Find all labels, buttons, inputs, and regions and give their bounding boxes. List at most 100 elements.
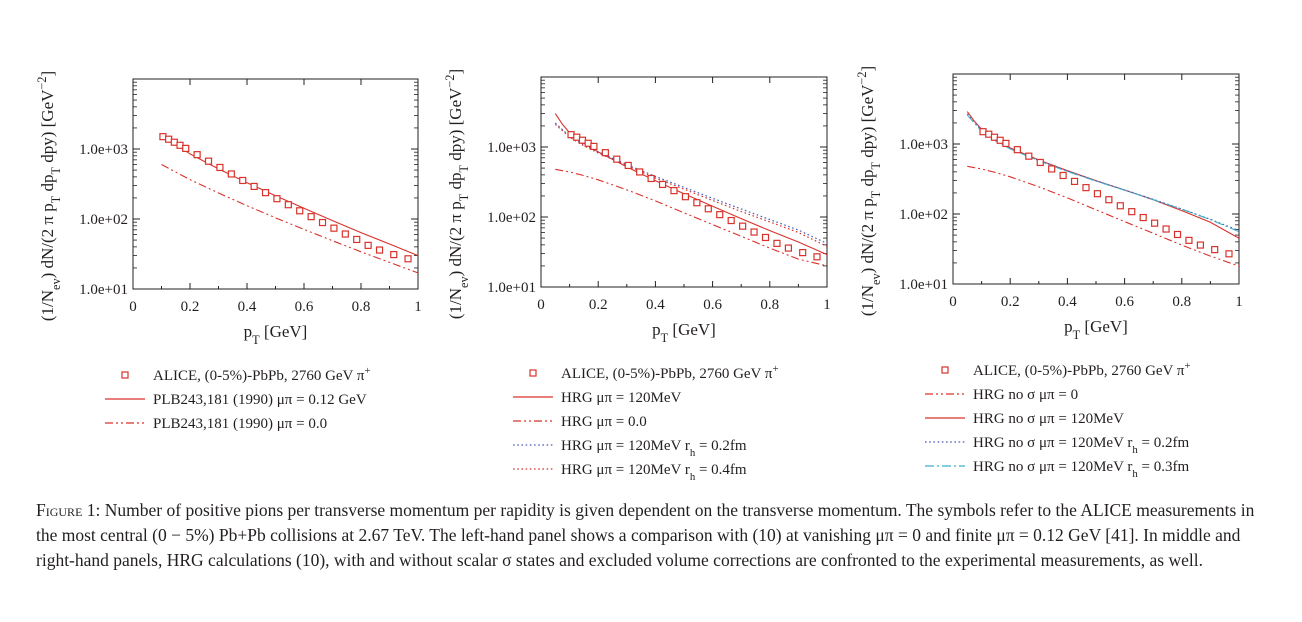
data-marker: [318, 218, 327, 227]
data-marker: [1225, 250, 1233, 258]
data-marker: [761, 233, 770, 242]
data-marker: [227, 170, 235, 178]
data-marker: [647, 174, 655, 183]
y-axis-label: (1/Nev) dN/(2 π pT dpT dpy) [GeV−2]: [443, 69, 471, 319]
data-marker: [1185, 236, 1193, 244]
data-marker: [341, 230, 349, 238]
legend-marker: [529, 369, 537, 377]
data-marker: [375, 246, 384, 254]
x-tick-label: 0: [129, 299, 137, 315]
y-tick-label: 1.0e+03: [899, 137, 948, 153]
legend-label: HRG μπ = 120MeV: [561, 390, 681, 406]
data-marker: [250, 182, 258, 191]
x-tick-label: 0.4: [1058, 294, 1077, 310]
series-line-5: [554, 123, 827, 247]
series-line-4: [554, 122, 827, 244]
data-marker: [996, 136, 1004, 144]
data-marker: [813, 253, 821, 261]
plot-frame: [952, 73, 1240, 285]
x-axis-label: pT [GeV]: [1064, 317, 1128, 342]
data-marker: [681, 193, 690, 201]
data-marker: [307, 213, 315, 221]
legend-marker: [941, 366, 949, 374]
caption-text: Number of positive pions per transverse …: [36, 500, 1255, 570]
data-marker: [636, 168, 644, 176]
x-tick-label: 1: [1235, 294, 1243, 310]
x-tick-label: 0.8: [760, 297, 779, 313]
x-axis-label: pT [GeV]: [652, 320, 716, 345]
data-marker: [1128, 208, 1136, 216]
y-tick-label: 1.0e+03: [487, 140, 536, 156]
data-marker: [1013, 146, 1021, 154]
legend-label: PLB243,181 (1990) μπ = 0.0: [153, 416, 327, 432]
y-tick-label: 1.0e+02: [79, 212, 128, 228]
data-marker: [578, 136, 587, 144]
data-marker: [567, 131, 575, 139]
data-marker: [193, 151, 201, 159]
x-tick-label: 0.6: [703, 297, 722, 313]
data-marker: [1070, 177, 1079, 186]
x-tick-label: 0.2: [1001, 294, 1020, 310]
x-tick-label: 0: [949, 294, 957, 310]
data-marker: [670, 187, 678, 195]
y-tick-label: 1.0e+01: [899, 277, 948, 293]
data-marker: [1196, 241, 1204, 249]
data-marker: [1002, 139, 1010, 147]
x-tick-label: 0.8: [1172, 294, 1191, 310]
data-marker: [176, 141, 184, 149]
data-marker: [784, 244, 792, 252]
legend-label: ALICE, (0-5%)-PbPb, 2760 GeV π+: [973, 360, 1191, 379]
legend-label: ALICE, (0-5%)-PbPb, 2760 GeV π+: [561, 363, 779, 382]
caption-lead: Figure 1:: [36, 500, 101, 520]
data-marker: [182, 144, 190, 152]
y-axis-label: (1/Nev) dN/(2 π pT dpT dpy) [GeV−2]: [35, 71, 63, 321]
data-marker: [296, 207, 304, 215]
legend-label: HRG no σ μπ = 0: [973, 387, 1078, 403]
x-tick-label: 0.6: [1115, 294, 1134, 310]
x-tick-label: 0.4: [646, 297, 665, 313]
data-marker: [1151, 219, 1159, 227]
legend-label: HRG μπ = 120MeV rh = 0.4fm: [561, 462, 747, 483]
data-marker: [1082, 184, 1090, 192]
data-marker: [573, 133, 581, 141]
data-marker: [273, 195, 281, 203]
legend-marker: [121, 371, 129, 379]
y-tick-label: 1.0e+01: [487, 280, 536, 296]
chart-panel-1: 0 0.2 0.4 0.6 0.8 1 1.0e+01 1.0e+02 1.0e+03 pT [G…: [35, 71, 422, 432]
data-marker: [330, 224, 338, 232]
chart-panel-2: 0 0.2 0.4 0.6 0.8 1 1.0e+01 1.0e+02 1.0e+03 pT [G…: [443, 69, 831, 483]
data-marker: [739, 222, 747, 230]
x-tick-label: 1: [414, 299, 422, 315]
series-line-5: [966, 114, 1239, 233]
x-tick-label: 0.8: [352, 299, 371, 315]
data-marker: [1116, 202, 1124, 210]
data-marker: [1048, 165, 1056, 173]
data-marker: [704, 205, 712, 213]
data-marker: [624, 161, 632, 170]
data-marker: [750, 228, 758, 236]
data-marker: [239, 176, 247, 185]
data-marker: [1139, 213, 1147, 222]
series-line-2: [554, 113, 827, 256]
data-marker: [716, 211, 724, 219]
legend-label: HRG no σ μπ = 120MeV rh = 0.3fm: [973, 459, 1190, 480]
data-marker: [658, 180, 667, 189]
x-axis-label: pT [GeV]: [244, 322, 308, 347]
legend-label: HRG μπ = 120MeV rh = 0.2fm: [561, 438, 747, 459]
data-marker: [284, 201, 292, 209]
data-marker: [353, 235, 361, 244]
legend-label: ALICE, (0-5%)-PbPb, 2760 GeV π+: [153, 365, 371, 384]
x-tick-label: 1: [823, 297, 831, 313]
legend-label: HRG no σ μπ = 120MeV: [973, 411, 1124, 427]
data-marker: [590, 142, 598, 150]
series-line-3: [555, 168, 827, 267]
data-marker: [1105, 196, 1113, 204]
series-line-4: [966, 113, 1239, 232]
series-line-2: [967, 165, 1239, 267]
data-marker: [1173, 230, 1182, 239]
data-marker: [204, 157, 213, 165]
data-marker: [985, 130, 993, 138]
figure-caption: Figure 1: Number of positive pions per t…: [36, 498, 1268, 573]
legend-label: HRG no σ μπ = 120MeV rh = 0.2fm: [973, 435, 1190, 456]
